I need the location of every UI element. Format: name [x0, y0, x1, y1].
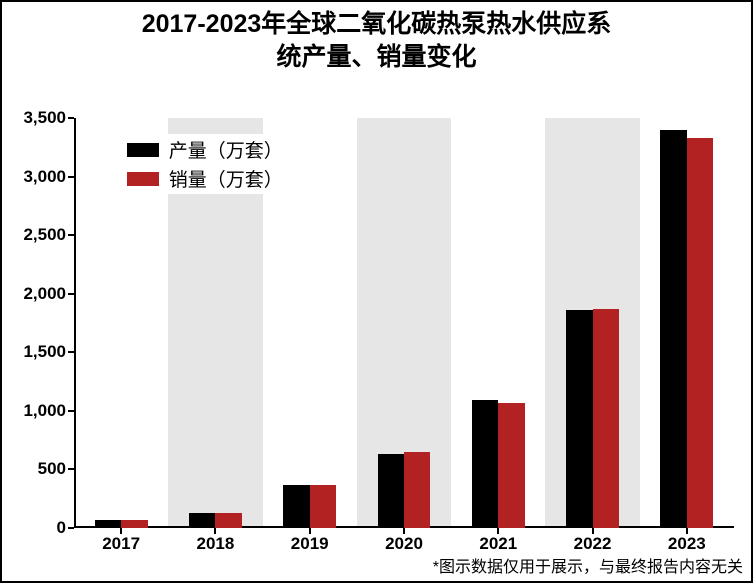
y-tick-mark [68, 176, 74, 178]
x-tick-label: 2023 [668, 528, 706, 554]
y-tick-mark [68, 234, 74, 236]
y-axis [74, 118, 76, 528]
plot-area: 产量（万套）销量（万套） 05001,0001,5002,0002,5003,0… [74, 118, 734, 528]
y-tick-label: 1,500 [23, 342, 74, 362]
legend: 产量（万套）销量（万套） [127, 134, 283, 194]
y-tick-label: 1,000 [23, 401, 74, 421]
y-tick-mark [68, 293, 74, 295]
x-tick-label: 2017 [102, 528, 140, 554]
footnote: *图示数据仅用于展示，与最终报告内容无关 [433, 553, 743, 577]
x-tick-label: 2021 [479, 528, 517, 554]
bar [472, 400, 498, 528]
x-tick-label: 2018 [197, 528, 235, 554]
bar [566, 310, 592, 528]
y-tick-label: 2,500 [23, 225, 74, 245]
bar [593, 309, 619, 528]
bar [283, 485, 309, 528]
bar [378, 454, 404, 528]
bar [121, 520, 147, 528]
y-tick-mark [68, 117, 74, 119]
y-tick-label: 3,500 [23, 108, 74, 128]
legend-swatch [127, 143, 159, 157]
legend-item: 产量（万套） [127, 136, 283, 163]
y-tick-label: 3,000 [23, 167, 74, 187]
bar [310, 485, 336, 528]
legend-item: 销量（万套） [127, 165, 283, 192]
y-tick-mark [68, 410, 74, 412]
bar [687, 138, 713, 528]
bar [404, 452, 430, 528]
chart-title: 2017-2023年全球二氧化碳热泵热水供应系 统产量、销量变化 [2, 8, 751, 73]
x-tick-label: 2019 [291, 528, 329, 554]
bar [498, 403, 524, 528]
y-tick-mark [68, 527, 74, 529]
bar [660, 130, 686, 528]
y-tick-mark [68, 468, 74, 470]
legend-label: 产量（万套） [169, 136, 283, 163]
x-tick-label: 2022 [574, 528, 612, 554]
legend-label: 销量（万套） [169, 165, 283, 192]
legend-swatch [127, 172, 159, 186]
chart-frame: 2017-2023年全球二氧化碳热泵热水供应系 统产量、销量变化 产量（万套）销… [0, 0, 753, 583]
x-tick-label: 2020 [385, 528, 423, 554]
bar [189, 513, 215, 528]
bar [215, 513, 241, 528]
y-tick-label: 2,000 [23, 284, 74, 304]
y-tick-mark [68, 351, 74, 353]
bar [95, 520, 121, 528]
